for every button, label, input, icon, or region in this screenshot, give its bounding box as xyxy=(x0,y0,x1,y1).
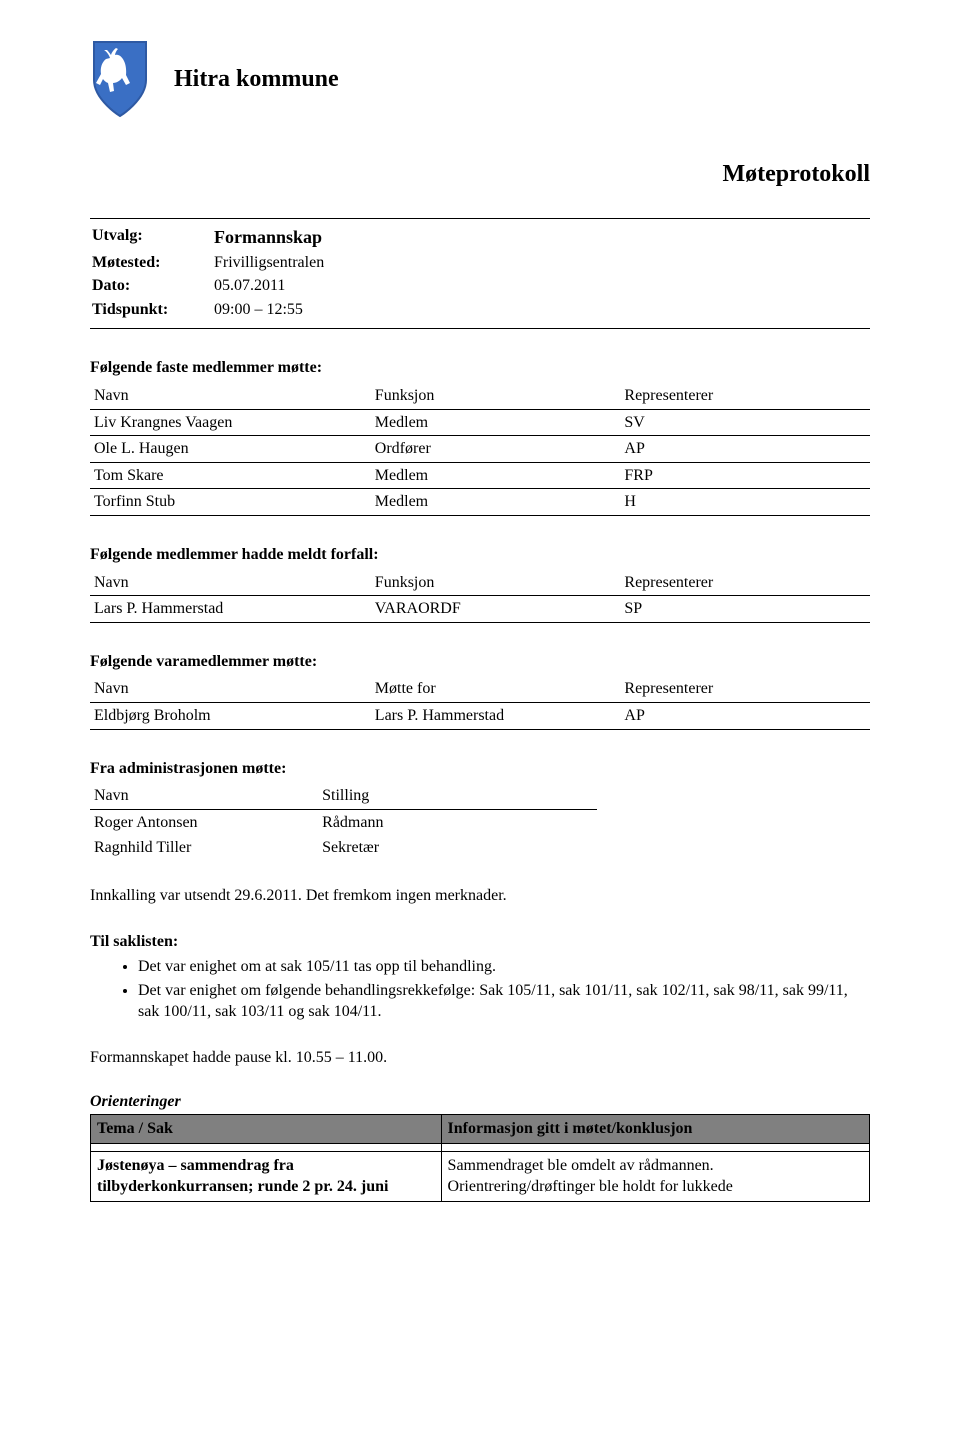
orient-h0: Tema / Sak xyxy=(91,1115,442,1144)
meta-value-motested: Frivilligsentralen xyxy=(214,252,340,274)
list-item: Det var enighet om at sak 105/11 tas opp… xyxy=(138,956,870,978)
admin-h0: Navn xyxy=(90,783,318,809)
table-row: Lars P. HammerstadVARAORDFSP xyxy=(90,596,870,623)
table-row: Tom SkareMedlemFRP xyxy=(90,462,870,489)
admin-title: Fra administrasjonen møtte: xyxy=(90,758,870,780)
agenda-block: Til saklisten: Det var enighet om at sak… xyxy=(90,931,870,1023)
substitutes-table: Navn Møtte for Representerer Eldbjørg Br… xyxy=(90,676,870,729)
document-header: Hitra kommune xyxy=(90,40,870,118)
present-title: Følgende faste medlemmer møtte: xyxy=(90,357,870,379)
table-row: Ragnhild TillerSekretær xyxy=(90,835,597,861)
meta-label-tidspunkt: Tidspunkt: xyxy=(92,299,212,321)
meta-label-utvalg: Utvalg: xyxy=(92,225,212,249)
org-name: Hitra kommune xyxy=(174,63,339,95)
meta-label-dato: Dato: xyxy=(92,275,212,297)
orient-table: Tema / Sak Informasjon gitt i møtet/konk… xyxy=(90,1114,870,1202)
absent-h0: Navn xyxy=(90,570,371,596)
admin-table: Navn Stilling Roger AntonsenRådmann Ragn… xyxy=(90,783,597,861)
absent-h2: Representerer xyxy=(620,570,870,596)
absent-table: Navn Funksjon Representerer Lars P. Hamm… xyxy=(90,570,870,623)
table-row: Roger AntonsenRådmann xyxy=(90,809,597,835)
meta-value-dato: 05.07.2011 xyxy=(214,275,340,297)
orient-cell-topic: Jøstenøya – sammendrag fra tilbyderkonku… xyxy=(91,1151,442,1201)
orient-heading: Orienteringer xyxy=(90,1091,870,1113)
municipal-crest-icon xyxy=(90,40,150,118)
substitutes-h1: Møtte for xyxy=(371,676,621,702)
orient-h1: Informasjon gitt i møtet/konklusjon xyxy=(441,1115,869,1144)
table-row: Jøstenøya – sammendrag fra tilbyderkonku… xyxy=(91,1151,870,1201)
present-h2: Representerer xyxy=(620,383,870,409)
meta-value-tidspunkt: 09:00 – 12:55 xyxy=(214,299,340,321)
absent-title: Følgende medlemmer hadde meldt forfall: xyxy=(90,544,870,566)
document-title: Møteprotokoll xyxy=(90,158,870,190)
substitutes-h0: Navn xyxy=(90,676,371,702)
table-row xyxy=(91,1143,870,1151)
admin-h1: Stilling xyxy=(318,783,597,809)
table-row: Liv Krangnes VaagenMedlemSV xyxy=(90,409,870,436)
meeting-meta: Utvalg: Formannskap Møtested: Frivilligs… xyxy=(90,223,342,322)
divider xyxy=(90,328,870,329)
agenda-list: Det var enighet om at sak 105/11 tas opp… xyxy=(90,956,870,1023)
meta-value-utvalg: Formannskap xyxy=(214,225,340,249)
agenda-title: Til saklisten: xyxy=(90,931,870,953)
present-h0: Navn xyxy=(90,383,371,409)
notice-text: Innkalling var utsendt 29.6.2011. Det fr… xyxy=(90,885,870,907)
table-row: Ole L. HaugenOrdførerAP xyxy=(90,436,870,463)
pause-text: Formannskapet hadde pause kl. 10.55 – 11… xyxy=(90,1047,870,1069)
orient-cell-info: Sammendraget ble omdelt av rådmannen. Or… xyxy=(441,1151,869,1201)
table-row: Eldbjørg BroholmLars P. HammerstadAP xyxy=(90,703,870,730)
present-h1: Funksjon xyxy=(371,383,621,409)
absent-h1: Funksjon xyxy=(371,570,621,596)
table-row: Torfinn StubMedlemH xyxy=(90,489,870,516)
list-item: Det var enighet om følgende behandlingsr… xyxy=(138,980,870,1023)
substitutes-title: Følgende varamedlemmer møtte: xyxy=(90,651,870,673)
present-table: Navn Funksjon Representerer Liv Krangnes… xyxy=(90,383,870,516)
divider xyxy=(90,218,870,219)
substitutes-h2: Representerer xyxy=(620,676,870,702)
meta-label-motested: Møtested: xyxy=(92,252,212,274)
